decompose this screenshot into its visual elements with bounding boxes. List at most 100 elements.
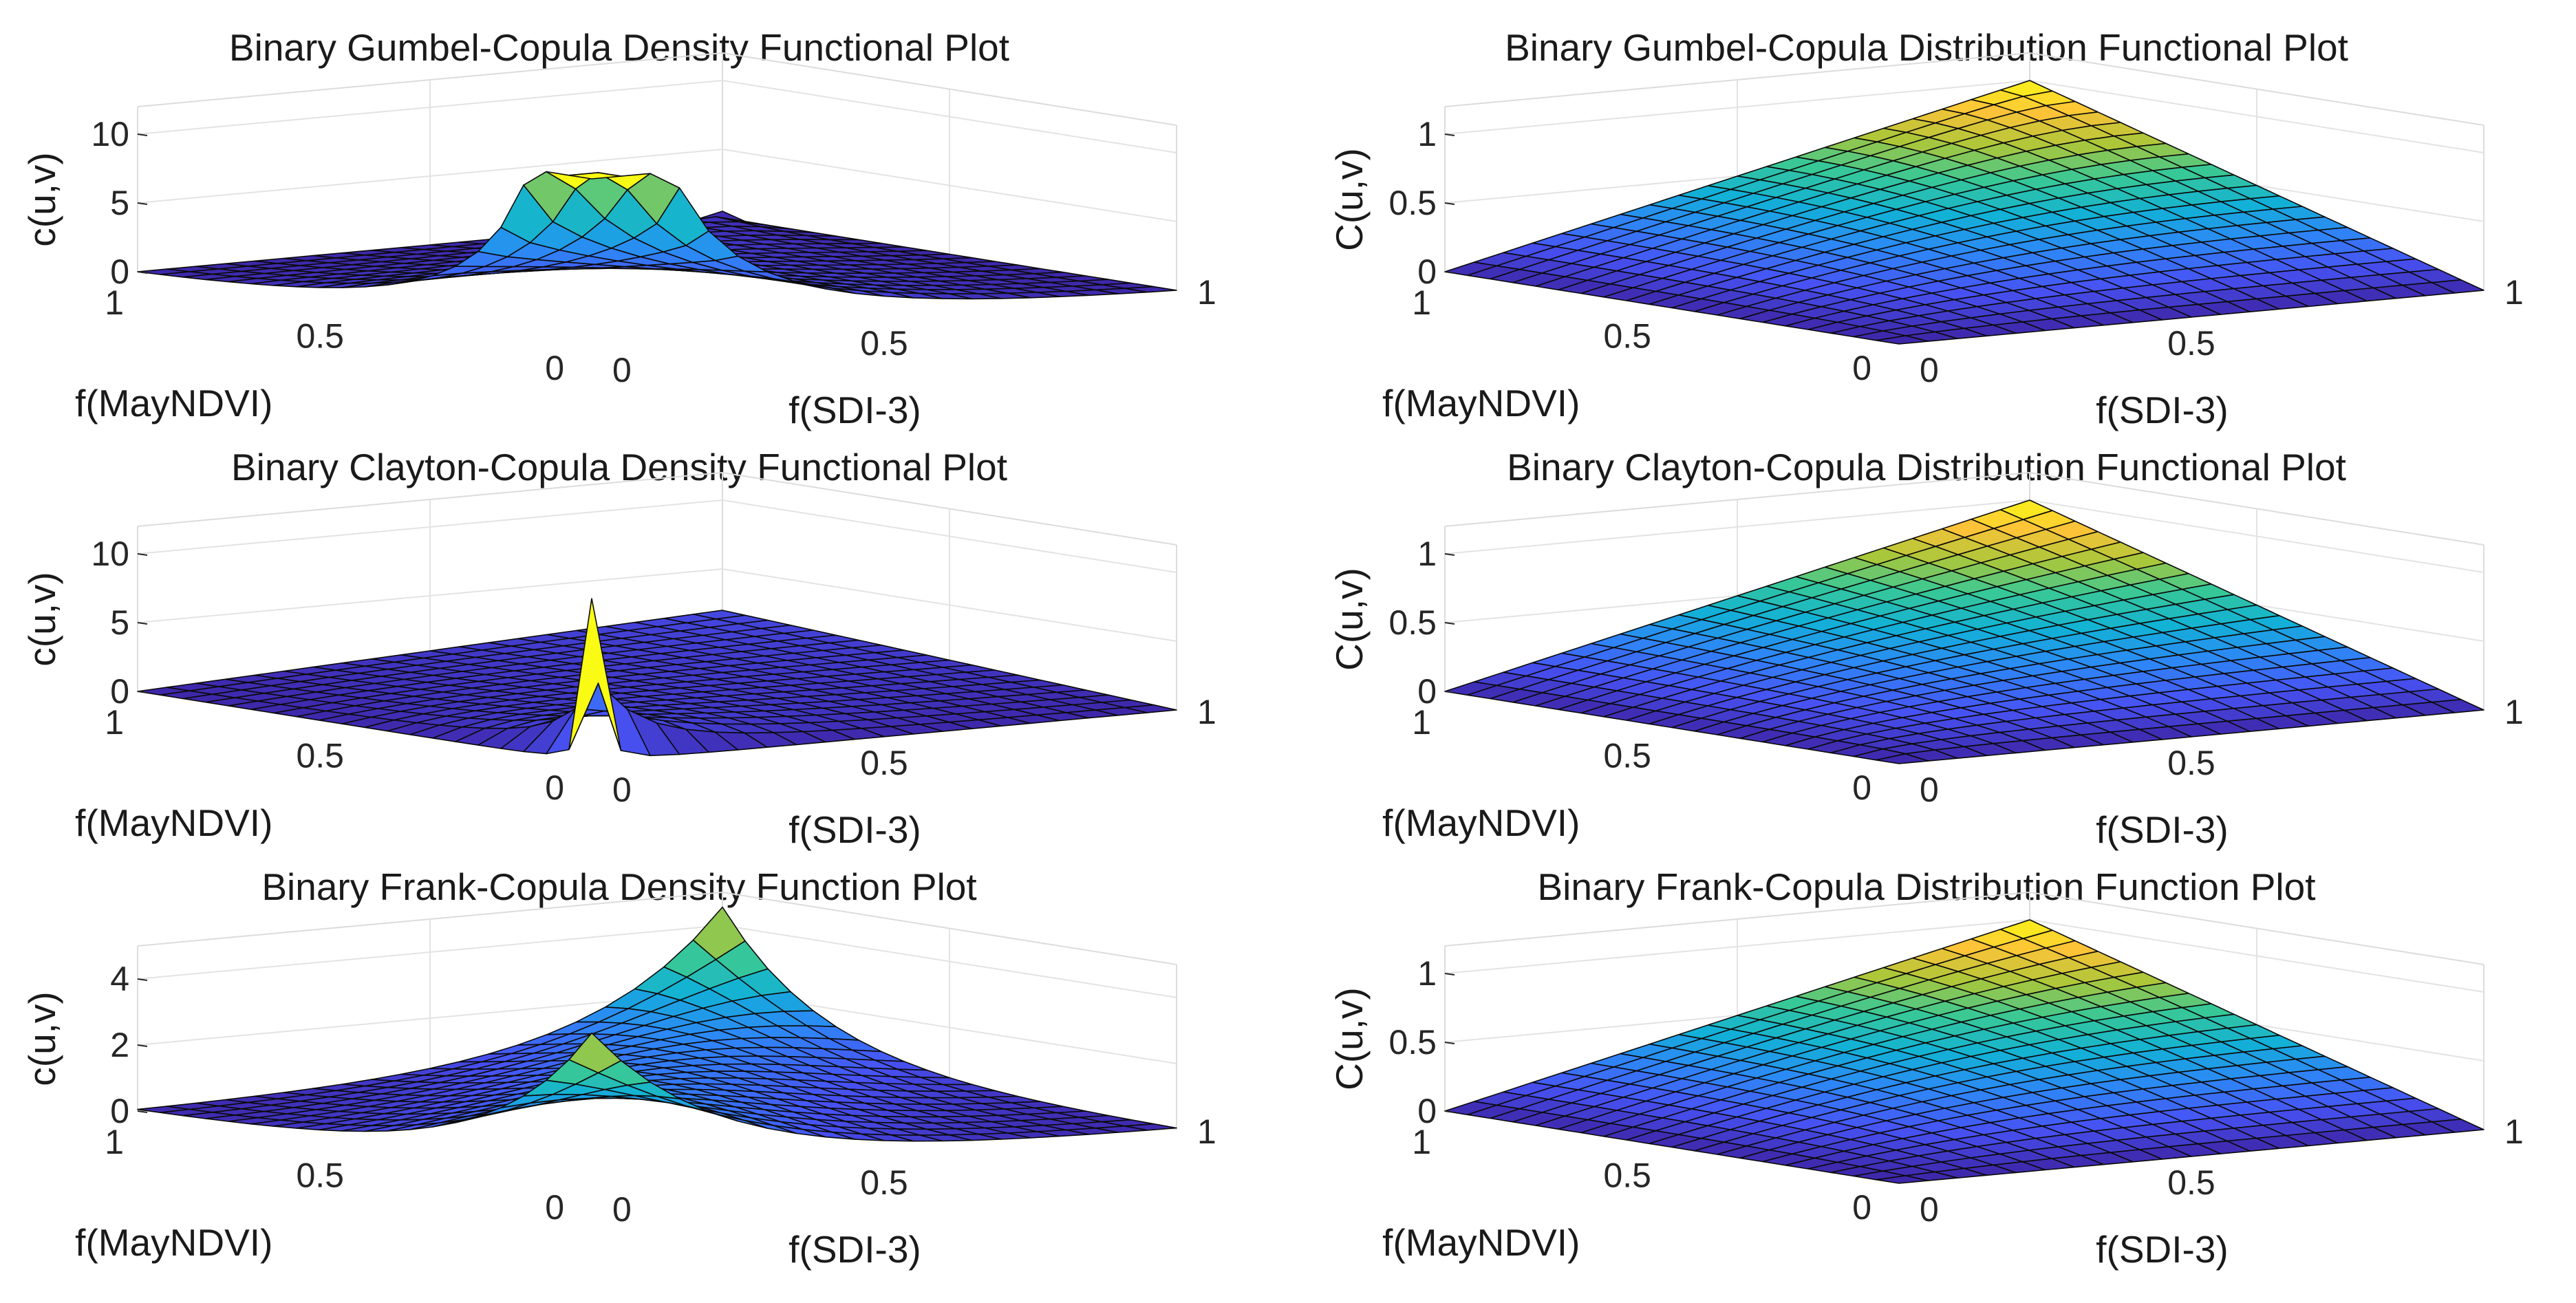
z-tick-mark: [1444, 202, 1455, 205]
z-axis-label: C(u,v): [1328, 987, 1371, 1090]
y-tick-label: 1: [105, 283, 124, 322]
z-tick-label: 2: [110, 1026, 129, 1064]
y-tick-label: 1: [1412, 283, 1431, 322]
z-tick-label: 1: [1417, 115, 1437, 153]
x-axis-label: f(SDI-3): [788, 389, 921, 431]
y-tick-label: 1: [1412, 703, 1431, 742]
y-tick-label: 0.5: [296, 1156, 344, 1195]
y-tick-label: 0: [545, 349, 564, 387]
z-tick-label: 5: [110, 603, 129, 642]
surface-patch: [1876, 1175, 1929, 1184]
z-tick-mark: [137, 133, 148, 136]
panel-gumbel-density: Binary Gumbel-Copula Density Functional …: [0, 0, 1238, 432]
y-tick-label: 0.5: [1603, 317, 1651, 356]
surface-patch: [568, 598, 622, 751]
chart-title: Binary Clayton-Copula Density Functional…: [230, 446, 1008, 488]
x-axis-label: f(SDI-3): [2096, 1228, 2229, 1271]
panel-frank-density: Binary Frank-Copula Density Function Plo…: [0, 839, 1238, 1271]
z-tick-mark: [137, 271, 148, 274]
z-tick-label: 0.5: [1388, 603, 1437, 642]
chart-title: Binary Frank-Copula Density Function Plo…: [261, 865, 977, 908]
z-tick-label: 1: [1417, 954, 1437, 993]
surface-mesh: [1444, 80, 2484, 345]
y-axis-label: f(MayNDVI): [75, 1221, 272, 1264]
surface-mesh: [137, 906, 1177, 1142]
z-tick-label: 0: [110, 672, 129, 711]
z-tick-label: 0: [1417, 252, 1437, 291]
z-axis-label: c(u,v): [21, 991, 63, 1086]
z-tick-mark: [137, 553, 148, 556]
x-tick-label: 0.5: [860, 1163, 908, 1202]
z-tick-mark: [1444, 622, 1455, 625]
surface-mesh: [137, 598, 1177, 757]
x-axis-label: f(SDI-3): [2096, 808, 2229, 851]
z-tick-label: 10: [91, 535, 129, 573]
y-tick-label: 0.5: [1603, 1156, 1651, 1195]
x-tick-label: 0.5: [2167, 1163, 2215, 1202]
y-tick-label: 0: [1852, 1188, 1871, 1227]
z-axis-label: C(u,v): [1328, 148, 1371, 251]
y-axis-label: f(MayNDVI): [1382, 801, 1580, 844]
y-tick-label: 0: [1852, 768, 1871, 807]
z-tick-mark: [1444, 553, 1455, 556]
z-axis-label: c(u,v): [21, 572, 63, 667]
x-axis-label: f(SDI-3): [788, 1228, 921, 1271]
y-axis-label: f(MayNDVI): [75, 801, 272, 844]
surface-mesh: [137, 171, 1177, 300]
x-tick-label: 1: [2504, 693, 2524, 731]
chart-title: Binary Gumbel-Copula Density Functional …: [228, 26, 1010, 69]
surface-patch: [568, 172, 622, 180]
panel-clayton-distribution: Binary Clayton-Copula Distribution Funct…: [1307, 420, 2546, 852]
z-axis-label: c(u,v): [21, 152, 63, 247]
x-tick-label: 0: [612, 771, 632, 809]
z-tick-label: 1: [1417, 535, 1437, 573]
x-tick-label: 0.5: [2167, 744, 2215, 782]
z-tick-mark: [137, 202, 148, 205]
panel-clayton-density: Binary Clayton-Copula Density Functional…: [0, 420, 1238, 852]
x-tick-label: 1: [2504, 273, 2524, 312]
x-tick-label: 0: [612, 1190, 632, 1229]
x-tick-label: 0.5: [2167, 324, 2215, 363]
z-gridline: [137, 79, 1177, 153]
x-tick-label: 1: [2504, 1112, 2524, 1151]
y-tick-label: 1: [105, 703, 124, 742]
y-axis-label: f(MayNDVI): [75, 382, 272, 424]
surface-mesh: [1444, 919, 2484, 1184]
z-tick-label: 0: [1417, 672, 1437, 711]
z-gridline: [137, 148, 1177, 222]
y-axis-label: f(MayNDVI): [1382, 1221, 1580, 1264]
x-tick-label: 0: [1920, 1190, 1939, 1229]
z-tick-mark: [1444, 271, 1455, 274]
z-gridline: [137, 499, 1177, 573]
z-tick-mark: [137, 978, 148, 981]
x-tick-label: 0.5: [860, 324, 908, 363]
z-tick-mark: [137, 1110, 148, 1113]
y-tick-label: 0: [545, 768, 564, 807]
y-tick-label: 0.5: [296, 317, 344, 356]
z-gridline: [137, 568, 1177, 642]
z-tick-mark: [1444, 1110, 1455, 1113]
z-tick-label: 0.5: [1388, 184, 1437, 222]
z-tick-label: 0: [110, 252, 129, 291]
y-tick-label: 1: [105, 1123, 124, 1161]
z-axis-label: C(u,v): [1328, 568, 1371, 671]
y-axis-label: f(MayNDVI): [1382, 382, 1580, 424]
panel-frank-distribution: Binary Frank-Copula Distribution Functio…: [1307, 839, 2546, 1271]
x-tick-label: 0: [1920, 351, 1939, 389]
x-tick-label: 0: [1920, 771, 1939, 809]
y-tick-label: 0.5: [1603, 737, 1651, 775]
surface-patch: [568, 1032, 622, 1074]
x-axis-label: f(SDI-3): [788, 808, 921, 851]
z-tick-mark: [1444, 1042, 1455, 1044]
